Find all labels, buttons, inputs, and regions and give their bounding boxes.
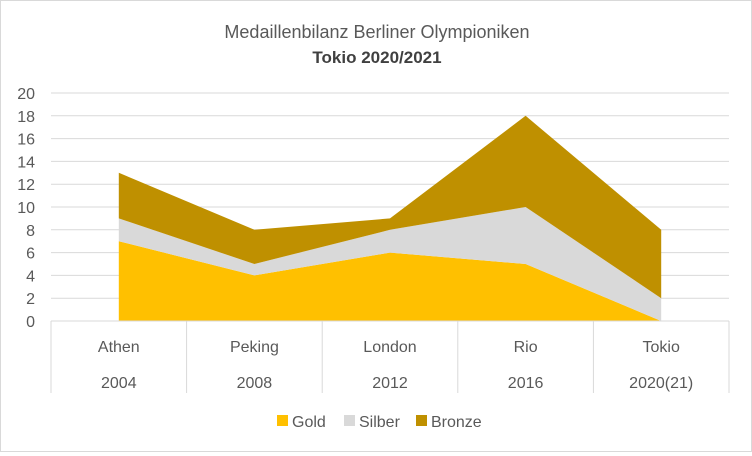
area-silber: [118, 207, 662, 321]
legend: Gold Silber Bronze: [277, 414, 482, 431]
x-tick-label-city: Peking: [230, 339, 279, 356]
y-tick-label: 4: [26, 268, 35, 285]
y-tick-label: 20: [17, 86, 35, 103]
x-axis: Athen 2004 Peking 2008 London 2012 Rio 2016 Toki…: [50, 320, 730, 393]
area-series: [118, 115, 662, 321]
y-tick-label: 16: [17, 132, 35, 149]
legend-swatch-silber: [344, 415, 355, 426]
chart-title: Medaillenbilanz Berliner Olympioniken: [224, 22, 529, 42]
x-tick-label-year: 2012: [372, 375, 408, 392]
y-tick-label: 8: [26, 223, 35, 240]
y-tick-label: 12: [17, 177, 35, 194]
y-tick-label: 6: [26, 246, 35, 263]
chart-subtitle: Tokio 2020/2021: [312, 48, 441, 67]
y-tick-label: 18: [17, 109, 35, 126]
x-tick-label-year: 2016: [508, 375, 544, 392]
x-tick-label-city: Rio: [514, 339, 538, 356]
x-tick-label-year: 2004: [101, 375, 137, 392]
x-tick-label-city: Athen: [98, 339, 140, 356]
y-tick-label: 10: [17, 200, 35, 217]
y-axis: 0 2 4 6 8 10 12 14 16 18 20: [17, 86, 35, 331]
legend-label: Silber: [359, 414, 401, 431]
legend-label: Gold: [292, 414, 326, 431]
y-tick-label: 2: [26, 291, 35, 308]
y-tick-label: 0: [26, 314, 35, 331]
area-bronze: [118, 115, 662, 299]
legend-swatch-bronze: [416, 415, 427, 426]
legend-swatch-gold: [277, 415, 288, 426]
x-tick-label-year: 2008: [237, 375, 273, 392]
y-tick-label: 14: [17, 154, 35, 171]
x-tick-label-year: 2020(21): [629, 375, 693, 392]
x-tick-label-city: London: [363, 339, 416, 356]
area-gold: [118, 241, 662, 321]
legend-label: Bronze: [431, 414, 482, 431]
x-tick-label-city: Tokio: [643, 339, 680, 356]
